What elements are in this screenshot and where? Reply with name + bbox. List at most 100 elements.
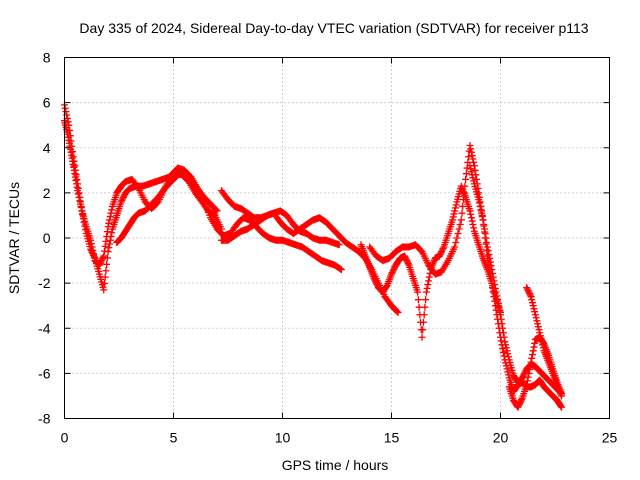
x-tick-label: 25 xyxy=(602,430,618,446)
data-point xyxy=(419,326,427,334)
data-point xyxy=(490,277,498,285)
data-point xyxy=(449,213,457,221)
data-point xyxy=(388,270,395,278)
data-point xyxy=(77,204,85,212)
data-point xyxy=(499,324,507,332)
data-point xyxy=(337,266,345,274)
data-point xyxy=(456,220,464,228)
data-point xyxy=(558,392,566,400)
data-point xyxy=(502,344,510,352)
data-point xyxy=(515,400,523,408)
data-point xyxy=(87,240,95,248)
y-tick-label: 4 xyxy=(43,140,51,156)
data-point xyxy=(452,201,460,209)
data-point xyxy=(61,104,69,112)
data-point xyxy=(102,237,110,245)
data-point xyxy=(373,281,381,289)
x-tick-label: 0 xyxy=(61,430,69,446)
y-tick-label: -6 xyxy=(38,365,51,381)
data-point xyxy=(491,281,499,289)
data-point xyxy=(497,315,505,323)
data-point xyxy=(504,371,512,379)
data-point xyxy=(503,365,511,373)
y-tick-label: -8 xyxy=(38,411,51,427)
data-point xyxy=(470,158,478,166)
data-point xyxy=(393,307,401,315)
data-point xyxy=(469,155,477,163)
data-point xyxy=(526,366,534,374)
data-point xyxy=(520,371,528,379)
data-point xyxy=(452,239,460,247)
data-point xyxy=(525,369,533,377)
data-point xyxy=(499,329,507,337)
data-point xyxy=(532,314,540,322)
data-point xyxy=(539,341,547,349)
data-point xyxy=(100,252,108,260)
data-point xyxy=(101,273,109,281)
data-point xyxy=(106,240,114,248)
data-point xyxy=(528,354,536,362)
data-point xyxy=(455,225,463,233)
data-point xyxy=(438,246,446,254)
data-point xyxy=(435,252,443,260)
data-point xyxy=(494,299,502,307)
data-point xyxy=(462,170,470,178)
data-point xyxy=(390,266,398,274)
data-point xyxy=(519,372,527,380)
data-point xyxy=(438,248,446,256)
data-point xyxy=(475,199,483,207)
data-point xyxy=(97,258,105,266)
data-point xyxy=(500,333,508,341)
plot-frame xyxy=(64,57,610,419)
data-point xyxy=(499,345,507,353)
data-point xyxy=(465,153,473,161)
data-point xyxy=(100,280,108,288)
data-point xyxy=(471,166,479,174)
data-point xyxy=(497,337,505,345)
data-point xyxy=(96,260,104,268)
x-tick-label: 5 xyxy=(170,430,178,446)
data-point xyxy=(530,305,538,313)
data-point xyxy=(486,258,494,266)
data-point xyxy=(99,254,107,262)
data-point xyxy=(497,311,504,319)
data-point xyxy=(492,288,500,296)
chart-title: Day 335 of 2024, Sidereal Day-to-day VTE… xyxy=(79,20,588,36)
data-point xyxy=(419,318,427,326)
data-point xyxy=(425,273,433,281)
data-point xyxy=(529,302,537,310)
data-point xyxy=(100,247,108,255)
data-point xyxy=(105,244,113,252)
x-axis-label: GPS time / hours xyxy=(282,457,389,473)
data-point xyxy=(457,216,465,224)
data-point xyxy=(526,291,534,299)
data-point xyxy=(485,251,493,259)
data-point xyxy=(102,267,110,275)
data-point xyxy=(531,311,539,319)
data-point xyxy=(489,273,497,281)
data-point xyxy=(403,258,411,266)
series-track-e xyxy=(217,207,343,249)
data-point xyxy=(389,267,397,275)
data-point xyxy=(484,247,492,255)
data-point xyxy=(212,206,220,214)
data-point xyxy=(526,290,534,298)
data-point xyxy=(372,279,380,287)
data-point xyxy=(518,396,526,404)
data-point xyxy=(534,323,542,331)
data-point xyxy=(531,339,539,347)
data-point xyxy=(539,344,547,352)
data-point xyxy=(528,351,536,359)
x-tick-label: 20 xyxy=(493,430,509,446)
data-point xyxy=(482,240,490,248)
x-tick-label: 15 xyxy=(384,430,400,446)
data-point xyxy=(87,236,95,244)
data-point xyxy=(483,239,491,247)
data-point xyxy=(107,209,115,217)
data-point xyxy=(504,353,512,361)
data-point xyxy=(480,220,488,228)
data-point xyxy=(120,192,128,200)
data-point xyxy=(423,284,431,292)
data-point xyxy=(119,193,127,201)
data-point xyxy=(336,265,344,273)
